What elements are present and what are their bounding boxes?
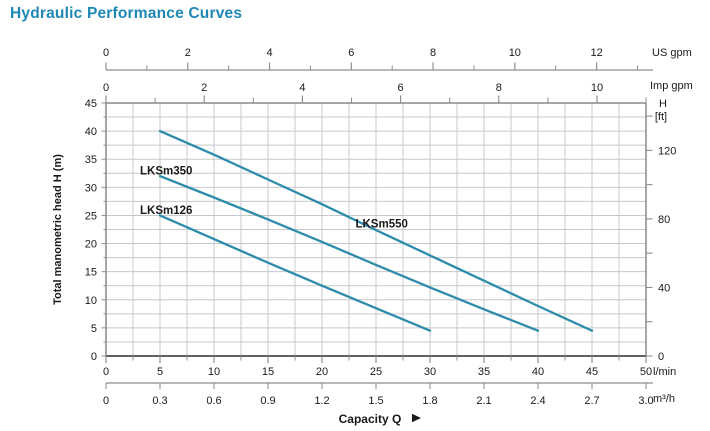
head-m-tick-label: 25	[85, 210, 97, 222]
lpm-tick-label: 0	[103, 366, 109, 378]
page-title: Hydraulic Performance Curves	[10, 5, 243, 22]
curve-label-lksm350: LKSm350	[140, 165, 192, 177]
head-ft-tick-label: 0	[658, 351, 664, 363]
m3h-tick-label: 0.3	[152, 395, 167, 407]
capacity-arrow-icon	[412, 413, 421, 423]
head-m-tick-label: 30	[85, 182, 97, 194]
m3h-tick-label: 3.0	[638, 395, 653, 407]
lpm-tick-label: 5	[157, 366, 163, 378]
lpm-tick-label: 50	[640, 366, 652, 378]
curve-label-lksm126: LKSm126	[140, 205, 192, 217]
us-gpm-tick-label: 6	[348, 47, 354, 59]
imp-gpm-tick-label: 0	[103, 82, 109, 94]
head-m-tick-label: 15	[85, 267, 97, 279]
m3h-unit-label: m³/h	[653, 393, 675, 405]
head-ft-label-h: H	[659, 98, 667, 110]
us-gpm-unit-label: US gpm	[652, 47, 692, 59]
imp-gpm-tick-label: 2	[201, 82, 207, 94]
m3h-tick-label: 0.9	[260, 395, 275, 407]
lpm-tick-label: 45	[586, 366, 598, 378]
us-gpm-tick-label: 0	[103, 47, 109, 59]
curve-lksm550	[158, 129, 594, 332]
imp-gpm-unit-label: Imp gpm	[650, 80, 693, 92]
lpm-tick-label: 30	[424, 366, 436, 378]
capacity-axis-label: Capacity Q	[339, 412, 402, 426]
m3h-tick-label: 0	[103, 395, 109, 407]
curve-label-lksm550: LKSm550	[355, 218, 407, 230]
head-ft-tick-label: 120	[658, 145, 676, 157]
curve-lksm350	[158, 174, 540, 332]
head-m-tick-label: 40	[85, 126, 97, 138]
lpm-tick-label: 10	[208, 366, 220, 378]
head-m-tick-label: 10	[85, 295, 97, 307]
imp-gpm-tick-label: 6	[398, 82, 404, 94]
lpm-tick-label: 15	[262, 366, 274, 378]
m3h-tick-label: 2.7	[584, 395, 599, 407]
head-m-tick-label: 35	[85, 154, 97, 166]
curve-lksm126	[158, 214, 432, 332]
m3h-tick-label: 1.5	[368, 395, 383, 407]
us-gpm-tick-label: 12	[590, 47, 602, 59]
m3h-tick-label: 2.4	[530, 395, 545, 407]
head-m-tick-label: 20	[85, 239, 97, 251]
us-gpm-tick-label: 10	[509, 47, 521, 59]
m3h-tick-label: 2.1	[476, 395, 491, 407]
lpm-unit-label: l/min	[653, 366, 676, 378]
m3h-tick-label: 0.6	[206, 395, 221, 407]
m3h-tick-label: 1.2	[314, 395, 329, 407]
imp-gpm-tick-label: 4	[299, 82, 305, 94]
imp-gpm-tick-label: 10	[591, 82, 603, 94]
head-ft-tick-label: 40	[658, 282, 670, 294]
m3h-tick-label: 1.8	[422, 395, 437, 407]
us-gpm-tick-label: 4	[266, 47, 272, 59]
head-m-tick-label: 5	[91, 323, 97, 335]
us-gpm-tick-label: 2	[185, 47, 191, 59]
head-m-axis-title: Total manometric head H (m)	[52, 154, 64, 305]
lpm-tick-label: 40	[532, 366, 544, 378]
head-m-tick-label: 0	[91, 351, 97, 363]
lpm-tick-label: 35	[478, 366, 490, 378]
us-gpm-tick-label: 8	[430, 47, 436, 59]
head-m-tick-label: 45	[85, 98, 97, 110]
lpm-tick-label: 25	[370, 366, 382, 378]
imp-gpm-tick-label: 8	[496, 82, 502, 94]
head-ft-tick-label: 80	[658, 214, 670, 226]
head-ft-label-ft: [ft]	[655, 111, 667, 123]
lpm-tick-label: 20	[316, 366, 328, 378]
